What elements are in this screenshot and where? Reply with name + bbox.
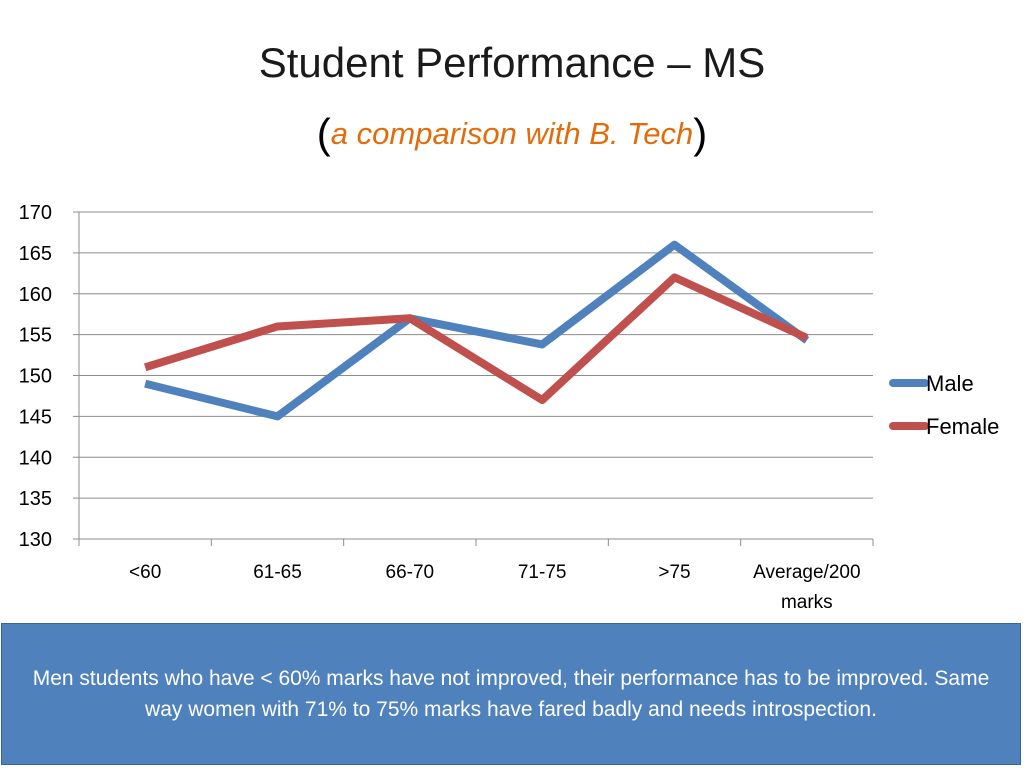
x-tick-label: 61-65 bbox=[253, 562, 302, 583]
y-tick-label: 155 bbox=[19, 325, 52, 347]
chart-gridlines bbox=[79, 211, 873, 499]
slide-title: Student Performance – MS bbox=[258, 39, 766, 86]
legend-label-female: Female bbox=[926, 414, 999, 439]
x-tick-label: >75 bbox=[658, 562, 690, 583]
y-tick-label: 170 bbox=[19, 202, 52, 224]
line-chart: 170 165 160 155 150 145 140 135 130 <60 61-65 66-7… bbox=[19, 202, 1000, 613]
x-tick-label: 66-70 bbox=[386, 562, 435, 583]
y-tick-label: 150 bbox=[19, 366, 52, 388]
y-tick-label: 160 bbox=[19, 284, 52, 306]
y-tick-label: 135 bbox=[19, 488, 52, 510]
y-axis: 170 165 160 155 150 145 140 135 130 bbox=[19, 202, 80, 551]
subtitle-text: a comparison with B. Tech bbox=[330, 116, 694, 151]
x-tick-label: <60 bbox=[129, 562, 161, 583]
x-axis: <60 61-65 66-70 71-75 >75 Average/200 marks bbox=[78, 538, 874, 613]
legend-label-male: Male bbox=[926, 371, 974, 396]
subtitle-close-paren: ) bbox=[693, 110, 708, 157]
series-line-female bbox=[143, 273, 809, 405]
note-text: Men students who have < 60% marks have n… bbox=[32, 667, 990, 721]
y-tick-label: 140 bbox=[19, 447, 52, 469]
y-tick-label: 165 bbox=[19, 243, 52, 265]
chart-series bbox=[143, 240, 810, 421]
subtitle-open-paren: ( bbox=[316, 110, 331, 157]
chart-legend: Male Female bbox=[889, 371, 999, 439]
series-line-male bbox=[144, 240, 810, 421]
y-tick-label: 145 bbox=[19, 406, 52, 428]
slide-subtitle: (a comparison with B. Tech) bbox=[0, 108, 1024, 160]
x-tick-label: Average/200 marks bbox=[753, 562, 860, 613]
note-box: Men students who have < 60% marks have n… bbox=[1, 623, 1021, 765]
y-tick-label: 130 bbox=[19, 529, 52, 551]
x-tick-label: 71-75 bbox=[518, 562, 567, 583]
